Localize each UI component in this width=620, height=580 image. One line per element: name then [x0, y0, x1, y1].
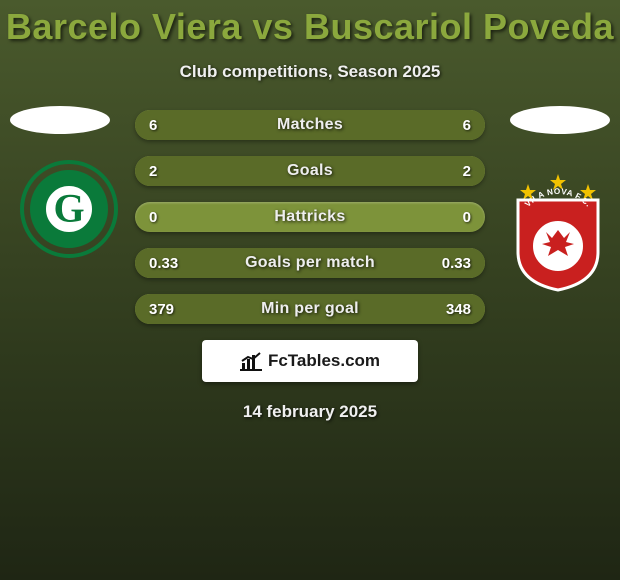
stat-value-right: 0.33: [442, 255, 471, 272]
stat-label: Min per goal: [261, 300, 359, 318]
stat-bars: 6 Matches 6 2 Goals 2 0 Hattricks 0 0.33 Goals per…: [135, 110, 485, 324]
stat-label: Goals: [287, 162, 333, 180]
stat-label: Matches: [277, 116, 343, 134]
stat-value-left: 2: [149, 163, 157, 180]
club-badge-right: VILA NOVA F.C.: [508, 170, 608, 292]
stat-value-right: 6: [463, 117, 471, 134]
page-subtitle: Club competitions, Season 2025: [0, 62, 620, 82]
stat-fill-left: [135, 156, 310, 186]
stat-row: 0.33 Goals per match 0.33: [135, 248, 485, 278]
branding-text: FcTables.com: [268, 351, 380, 371]
stat-label: Hattricks: [274, 208, 345, 226]
stat-value-right: 2: [463, 163, 471, 180]
player-placeholder-right: [510, 106, 610, 134]
branding-box: FcTables.com: [202, 340, 418, 382]
player-placeholder-left: [10, 106, 110, 134]
stat-value-left: 6: [149, 117, 157, 134]
stat-row: 0 Hattricks 0: [135, 202, 485, 232]
content-area: G VILA NOVA F.C. 6 Matches: [0, 110, 620, 422]
footer-date: 14 february 2025: [0, 402, 620, 422]
chart-icon: [240, 351, 262, 371]
club-badge-left: G: [20, 160, 118, 258]
page-title: Barcelo Viera vs Buscariol Poveda: [0, 0, 620, 48]
stat-row: 379 Min per goal 348: [135, 294, 485, 324]
club-badge-left-letter: G: [53, 185, 84, 232]
stat-row: 2 Goals 2: [135, 156, 485, 186]
stat-value-right: 0: [463, 209, 471, 226]
stat-value-left: 0: [149, 209, 157, 226]
comparison-card: Barcelo Viera vs Buscariol Poveda Club c…: [0, 0, 620, 580]
stat-label: Goals per match: [245, 254, 375, 272]
stat-fill-right: [310, 156, 485, 186]
stat-value-right: 348: [446, 301, 471, 318]
stat-row: 6 Matches 6: [135, 110, 485, 140]
stat-value-left: 379: [149, 301, 174, 318]
stat-value-left: 0.33: [149, 255, 178, 272]
